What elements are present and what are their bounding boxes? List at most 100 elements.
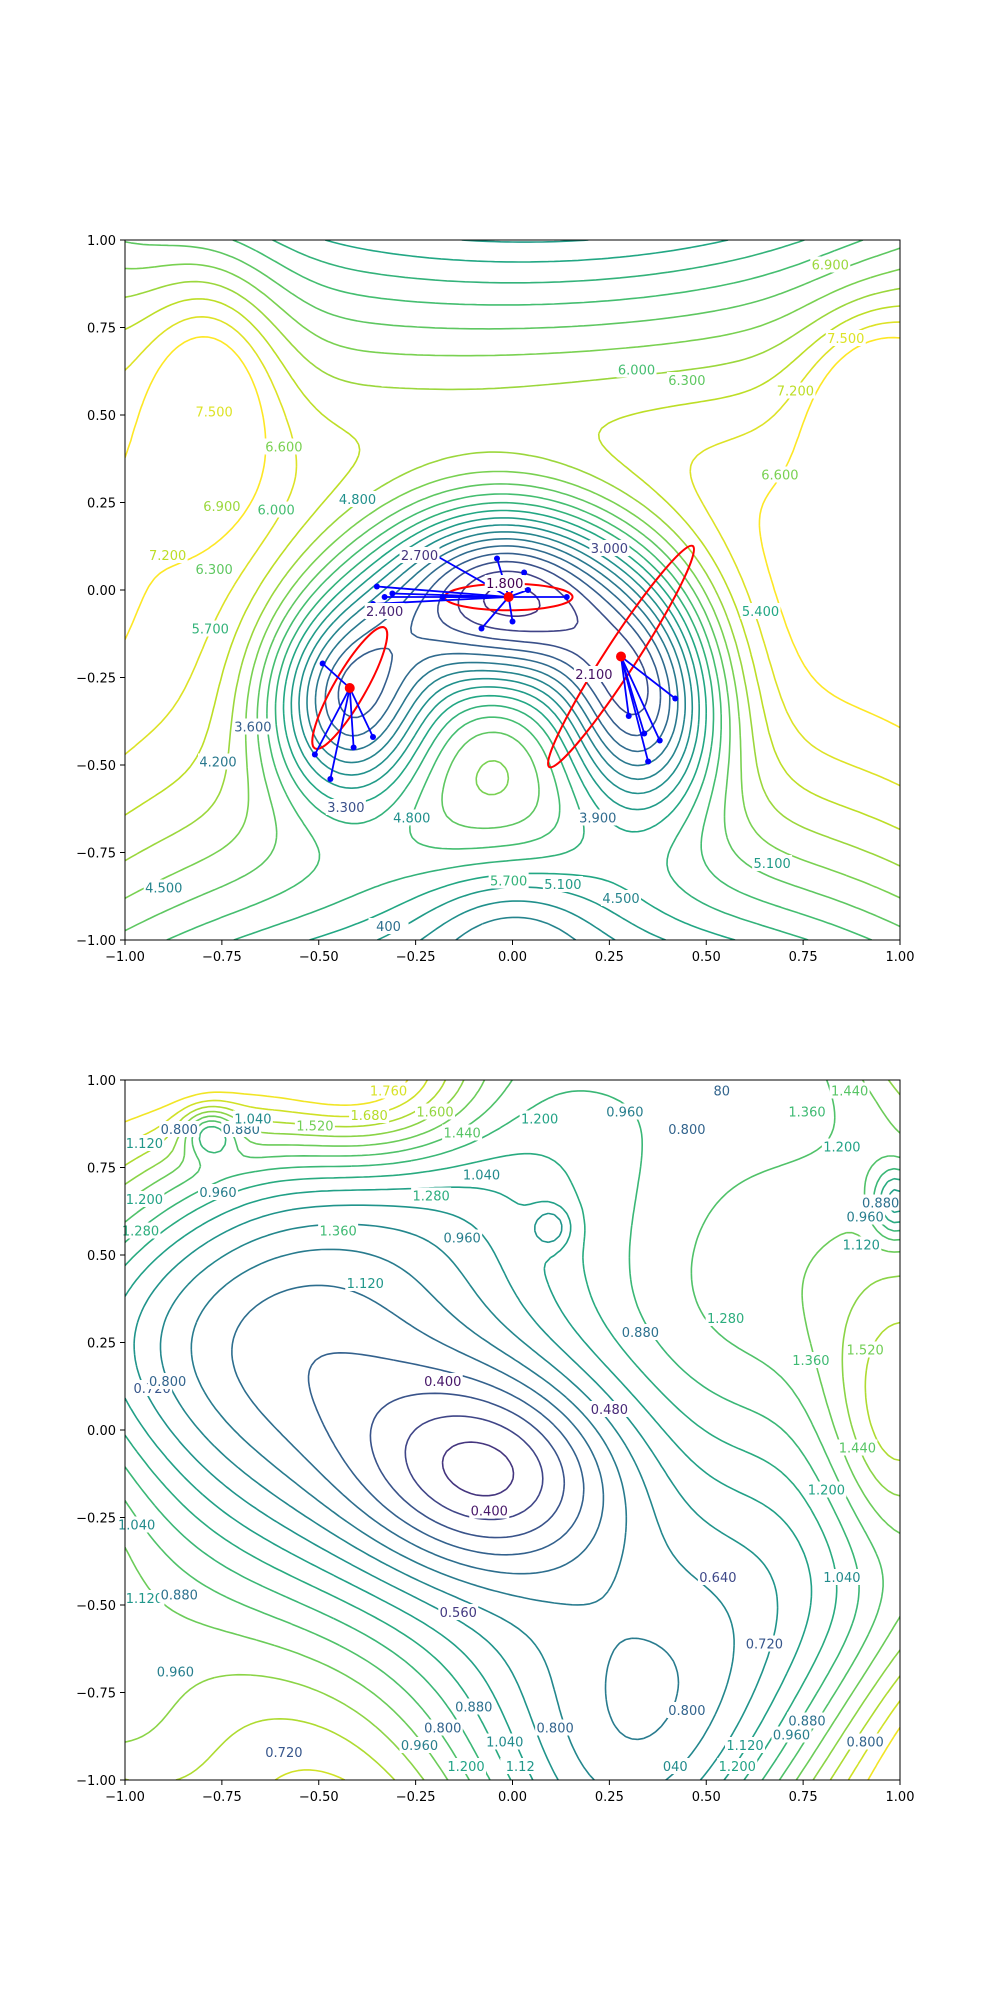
bottom-contour-label-bg: [519, 1110, 560, 1127]
bottom-contour-label: 0.960: [199, 1186, 236, 1201]
bottom-y-tick-label: 0.75: [87, 1162, 116, 1177]
bottom-contour-label: 0.960: [606, 1106, 643, 1121]
top-y-tick-label: 0.00: [87, 584, 116, 599]
bottom-contour-label-bg: [860, 1194, 901, 1211]
top-contour-label: 6.900: [203, 500, 240, 515]
bottom-contour-label-bg: [442, 1124, 483, 1141]
sample-point: [381, 594, 388, 600]
covariance-ellipse: [311, 626, 389, 750]
bottom-contour-label: 0.800: [149, 1375, 186, 1390]
bottom-contour-label-bg: [620, 1324, 661, 1340]
bottom-contour-label: 1.360: [320, 1225, 357, 1240]
top-contour-label-bg: [364, 603, 405, 619]
top-contour-label: 2.400: [366, 605, 403, 620]
bottom-x-tick-label: −0.75: [202, 1790, 242, 1805]
sample-link: [376, 585, 509, 598]
bottom-contour-label-bg: [469, 1502, 510, 1519]
bottom-contour-label-bg: [845, 1208, 886, 1225]
bottom-contour-label: 0.800: [847, 1736, 884, 1751]
sample-point: [645, 758, 652, 765]
bottom-contour-label: 1.120: [126, 1137, 163, 1152]
bottom-contour-label-bg: [705, 1310, 746, 1326]
top-y-tick-label: −0.50: [76, 759, 116, 774]
center-point: [503, 592, 514, 602]
bottom-contour-label: 0.960: [444, 1232, 481, 1247]
top-contour-label-bg: [147, 547, 188, 563]
top-contour-label: 4.200: [199, 756, 236, 771]
bottom-x-tick-label: 0.00: [498, 1790, 527, 1805]
bottom-axes: −1.00 −0.75 −0.50 −0.25 0.00 0.25 0.50 0.75 1.00…: [76, 1074, 914, 1805]
top-x-tick-label: −0.25: [396, 950, 436, 965]
bottom-contour-label: 1.040: [463, 1169, 500, 1184]
bottom-contour-label-bg: [294, 1117, 335, 1134]
top-contour-label: 5.400: [742, 605, 779, 620]
top-contour-line: [125, 263, 900, 899]
bottom-contour-label: 1.040: [486, 1736, 523, 1751]
top-contour-label-bg: [759, 466, 800, 483]
bottom-contour-label-bg: [159, 1586, 200, 1603]
top-contour-label: 3.600: [234, 721, 271, 736]
top-annotations: [311, 544, 695, 782]
bottom-contour-label-bg: [845, 1733, 886, 1750]
bottom-contour-label: 0.800: [537, 1722, 574, 1737]
top-contour-line: [324, 545, 671, 753]
bottom-contour-label: 1.120: [126, 1592, 163, 1607]
covariance-ellipse: [547, 544, 695, 769]
top-x-tick-label: 0.25: [595, 950, 624, 965]
top-contour-line: [125, 336, 900, 729]
bottom-contour-label-bg: [725, 1737, 765, 1753]
bottom-contour-label: 1.520: [847, 1344, 884, 1359]
bottom-contour-label-bg: [147, 1373, 188, 1389]
sample-link: [314, 687, 351, 755]
sample-link: [620, 656, 630, 717]
bottom-contour-line: [125, 1090, 900, 1780]
top-contour-line: [125, 280, 900, 867]
sample-link: [480, 596, 510, 630]
top-contour-label-bg: [198, 753, 238, 770]
bottom-contour-label: 040: [663, 1760, 688, 1775]
bottom-contour-label-bg: [232, 1110, 273, 1127]
bottom-contour-label: 1.120: [347, 1277, 384, 1292]
bottom-contour-label: 1.200: [808, 1484, 845, 1499]
bottom-contour-label: 1.120: [726, 1739, 763, 1754]
bottom-contour-label-bg: [422, 1373, 463, 1389]
sample-point: [439, 594, 446, 600]
top-contour-label-bg: [542, 876, 583, 892]
top-contour-label-bg: [263, 438, 304, 455]
bottom-contour-label-bg: [604, 1103, 645, 1120]
bottom-contour-label: 0.960: [401, 1739, 438, 1754]
bottom-contour-label-bg: [349, 1107, 390, 1123]
bottom-x-tick-label: 0.50: [692, 1790, 721, 1805]
top-contour-label: 2.100: [575, 668, 612, 683]
top-contour-label: 6.300: [668, 374, 705, 389]
bottom-contour-line: [307, 1352, 585, 1556]
top-x-tick-label: 0.50: [692, 950, 721, 965]
top-contour-label: 4.800: [339, 493, 376, 508]
bottom-contour-label: 1.440: [839, 1442, 876, 1457]
bottom-contour-label: 0.560: [440, 1606, 477, 1621]
bottom-contour-label-bg: [806, 1481, 847, 1498]
bottom-contour-label-bg: [771, 1726, 812, 1743]
top-x-tick-label: −0.50: [299, 950, 339, 965]
bottom-contour-label-bg: [845, 1341, 886, 1358]
top-contour-label: 2.700: [401, 549, 438, 564]
top-contour-label-bg: [368, 918, 409, 934]
bottom-y-tick-label: −0.25: [76, 1512, 116, 1527]
bottom-contour-label: 1.280: [413, 1190, 450, 1205]
top-x-tick-label: −1.00: [105, 950, 145, 965]
bottom-y-tick-label: −0.50: [76, 1599, 116, 1614]
top-contour-label-bg: [232, 718, 273, 735]
bottom-contour-label-bg: [453, 1698, 494, 1715]
bottom-contour-label: 1.600: [416, 1106, 453, 1121]
bottom-contour-label: 0.800: [668, 1123, 705, 1138]
bottom-contour-label: 0.640: [699, 1571, 736, 1586]
top-contour-label-bg: [752, 855, 793, 871]
bottom-contour-label-bg: [589, 1401, 630, 1417]
bottom-contour-line: [231, 1284, 605, 1575]
top-contour-label-bg: [825, 330, 866, 346]
top-contour-label: 6.000: [258, 504, 295, 519]
top-contour-label: 7.200: [149, 549, 186, 564]
bottom-contour-label: 0.960: [773, 1729, 810, 1744]
bottom-contour-label-bg: [535, 1719, 576, 1736]
bottom-contour-label: 0.720: [746, 1638, 783, 1653]
